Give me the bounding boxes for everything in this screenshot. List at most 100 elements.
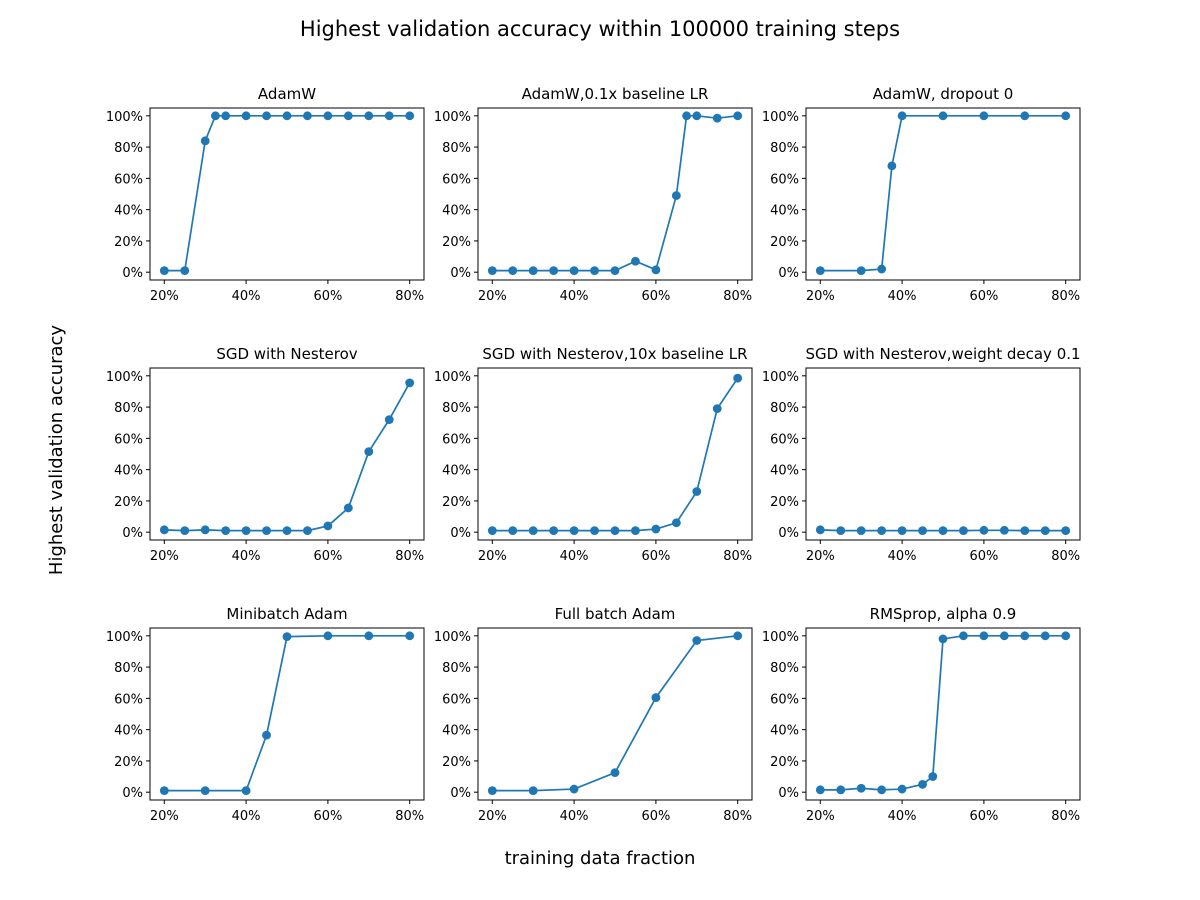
data-point [877,264,887,274]
plot-area [150,368,424,540]
y-tick-label: 0% [122,266,143,281]
data-point [692,487,702,496]
data-point [569,526,579,536]
data-point [590,266,599,276]
data-point [733,631,743,641]
subplot-title: SGD with Nesterov [216,345,357,363]
axes-frame [805,107,1081,281]
data-point [343,503,353,513]
y-tick-label: 40% [442,464,471,479]
y-tick-label: 0% [122,786,143,801]
data-point [1061,111,1071,121]
y-tick-label: 80% [114,141,143,156]
y-tick-label: 100% [434,110,471,125]
data-point [856,266,866,276]
x-tick-label: 60% [969,549,998,564]
data-point [159,266,169,276]
x-tick-label: 40% [888,289,917,304]
y-tick-label: 60% [442,172,471,187]
y-tick-label: 20% [770,495,799,510]
y-tick-label: 20% [442,495,471,510]
y-tick-label: 60% [770,692,799,707]
y-tick-label: 100% [106,630,143,645]
y-tick-label: 0% [450,786,471,801]
y-tick-label: 40% [442,724,471,739]
x-tick-label: 60% [313,549,342,564]
y-tick-label: 80% [114,661,143,676]
data-point [549,526,559,536]
data-point [692,111,702,121]
y-tick-label: 0% [450,526,471,541]
y-tick-label: 100% [434,630,471,645]
x-tick-label: 80% [395,289,424,304]
figure-title: Highest validation accuracy within 10000… [300,17,900,41]
subplot-title: Full batch Adam [555,605,676,623]
data-point [651,524,661,534]
y-tick-label: 40% [114,724,143,739]
data-point [610,526,620,536]
y-tick-label: 100% [106,370,143,385]
y-tick-label: 0% [778,786,799,801]
data-point [569,784,579,794]
data-point [928,772,938,781]
data-point [528,786,538,796]
y-tick-label: 60% [442,692,471,707]
x-tick-label: 40% [560,809,589,824]
x-tick-label: 40% [888,809,917,824]
x-tick-label: 40% [888,549,917,564]
data-point [651,265,661,275]
data-point [938,111,948,121]
x-tick-label: 60% [641,289,670,304]
data-point [323,111,333,121]
x-tick-label: 20% [478,809,507,824]
x-tick-label: 40% [232,289,261,304]
data-point [692,636,702,645]
subplot: Full batch Adam 20% 40% 60% 80% 0% 20% 40% 60% 80… [434,605,753,824]
x-tick-label: 80% [395,549,424,564]
data-point [528,526,538,536]
y-tick-label: 20% [114,235,143,250]
subplot: SGD with Nesterov,weight decay 0.1 20% 40%… [762,345,1081,564]
axes-frame [149,107,425,281]
y-tick-label: 100% [762,630,799,645]
x-tick-label: 60% [641,809,670,824]
data-point [1020,111,1030,121]
series-line [164,634,410,792]
data-point [979,525,989,535]
x-tick-label: 80% [1051,809,1080,824]
x-tick-label: 20% [806,549,835,564]
subplot: RMSprop, alpha 0.9 20% 40% 60% 80% 0% 20% 40% 60… [762,605,1081,824]
data-point [364,631,374,641]
data-point [303,526,312,536]
plot-area [806,628,1080,800]
data-point [897,784,907,794]
data-point [364,111,374,121]
data-point [200,786,210,796]
axes-frame [477,627,753,801]
data-point [897,111,907,121]
x-tick-label: 20% [806,289,835,304]
data-point [733,111,743,121]
data-point [918,779,927,789]
data-point [569,266,579,276]
data-point [1061,526,1071,536]
subplot-title: SGD with Nesterov,weight decay 0.1 [805,345,1080,363]
plot-area [150,108,424,280]
data-point [671,191,681,200]
x-tick-label: 20% [478,549,507,564]
data-point [180,266,190,276]
y-tick-label: 80% [442,141,471,156]
y-tick-label: 40% [442,204,471,219]
y-tick-label: 60% [442,432,471,447]
data-point [282,111,292,121]
data-point [631,526,640,536]
data-point [815,785,825,795]
data-point [979,631,989,641]
y-tick-label: 80% [770,401,799,416]
data-point [405,631,415,641]
subplot: AdamW 20% 40% 60% 80% 0% 20% 40% 60% 80% 100% [106,85,425,304]
data-point [979,111,989,121]
data-point [323,521,333,531]
data-point [241,786,251,796]
